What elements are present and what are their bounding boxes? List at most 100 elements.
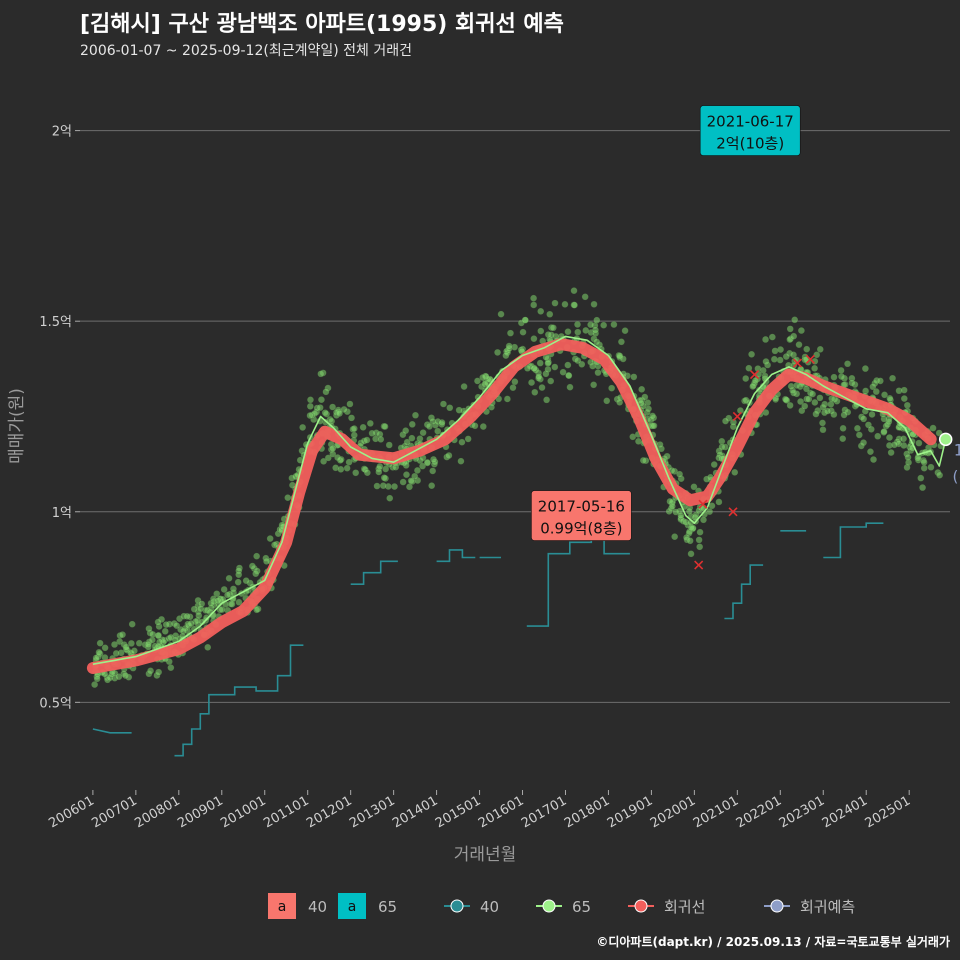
data-point — [288, 474, 296, 482]
data-point — [530, 294, 538, 302]
data-point — [570, 287, 578, 295]
data-point — [547, 377, 555, 385]
data-point — [544, 331, 552, 339]
data-point — [729, 418, 737, 426]
x-tick-label: 202001 — [648, 793, 698, 831]
data-point — [438, 418, 446, 427]
grid-layer — [80, 130, 950, 703]
data-point — [403, 438, 411, 446]
annotation-high: 2021-06-17 2억(10층) — [699, 105, 801, 156]
data-point — [530, 335, 538, 343]
data-point — [509, 384, 517, 392]
data-point — [855, 431, 863, 439]
data-point — [479, 422, 487, 431]
data-point — [377, 435, 385, 443]
data-point — [696, 528, 704, 536]
data-point — [589, 362, 597, 370]
data-point — [869, 383, 877, 391]
data-point — [903, 401, 911, 409]
legend-swatch-65 — [338, 893, 366, 919]
data-point — [868, 410, 876, 418]
data-point — [350, 425, 358, 433]
data-point — [95, 648, 103, 656]
data-point — [321, 409, 329, 417]
data-point — [718, 443, 726, 451]
series-40-line — [92, 728, 132, 734]
data-point — [385, 441, 393, 449]
chart-title: [김해시] 구산 광남백조 아파트(1995) 회귀선 예측 — [80, 12, 564, 37]
data-point — [929, 424, 937, 432]
annotation-high-box — [699, 105, 801, 156]
data-point — [167, 664, 175, 672]
data-point — [546, 310, 554, 318]
data-point — [266, 535, 274, 543]
data-point — [368, 429, 376, 437]
data-point — [350, 431, 358, 439]
data-point — [590, 300, 598, 308]
data-point — [284, 494, 292, 502]
data-point — [204, 643, 212, 651]
data-point — [565, 371, 573, 379]
data-point — [803, 345, 811, 353]
data-point — [885, 434, 894, 442]
data-point — [839, 435, 847, 443]
data-point — [797, 397, 805, 406]
data-point — [889, 374, 897, 382]
data-point — [506, 329, 515, 337]
data-point — [373, 482, 381, 490]
data-point — [145, 625, 153, 633]
data-point — [593, 316, 601, 324]
data-point — [220, 585, 228, 594]
source-credit: ©디아파트(dapt.kr) / 2025.09.13 / 자료=국토교통부 실… — [596, 935, 950, 949]
annotation-low-box — [531, 490, 632, 541]
data-point — [91, 681, 99, 689]
data-point — [904, 453, 912, 461]
data-point — [386, 494, 394, 502]
data-point — [676, 470, 684, 478]
data-point — [639, 456, 647, 464]
data-point — [748, 350, 756, 358]
data-point — [411, 472, 419, 480]
data-point — [425, 422, 433, 430]
annotation-low-date: 2017-05-16 — [538, 498, 625, 516]
data-point — [402, 427, 410, 435]
data-point — [762, 358, 770, 366]
data-point — [479, 374, 487, 382]
series-65-line — [92, 335, 947, 665]
data-point — [405, 483, 413, 491]
data-point — [608, 384, 616, 392]
legend-swatch-40 — [268, 893, 296, 919]
x-tick-label: 202301 — [777, 793, 827, 831]
data-point — [187, 619, 195, 628]
data-point — [234, 578, 242, 586]
data-point — [721, 417, 730, 425]
data-point — [322, 388, 330, 396]
data-point — [128, 620, 136, 628]
data-point — [616, 352, 624, 360]
data-point — [839, 424, 847, 432]
legend-label: 40 — [308, 898, 327, 916]
data-point — [582, 326, 590, 335]
data-point — [617, 338, 625, 346]
annotation-layer: 2021-06-17 2억(10층) 2017-05-16 0.99억(8층) 11,8… — [531, 105, 960, 541]
legend-swatch-letter: a — [278, 899, 287, 915]
annotation-low-price: 0.99억(8층) — [540, 520, 622, 538]
data-point — [759, 366, 767, 375]
annotation-high-date: 2021-06-17 — [707, 113, 794, 131]
data-point — [471, 422, 479, 430]
data-point — [559, 368, 567, 376]
legend-label: 회귀선 — [664, 898, 705, 916]
data-point — [786, 401, 794, 409]
data-point — [229, 585, 237, 593]
data-point — [935, 429, 943, 437]
data-point — [830, 410, 838, 419]
data-point — [127, 639, 135, 647]
x-tick-label: 200601 — [46, 793, 96, 831]
x-tick-label: 202201 — [734, 793, 784, 831]
data-point — [630, 373, 638, 381]
data-point — [408, 420, 416, 428]
data-point — [535, 373, 543, 381]
x-tick-label: 201201 — [304, 793, 354, 831]
data-point — [242, 577, 250, 585]
